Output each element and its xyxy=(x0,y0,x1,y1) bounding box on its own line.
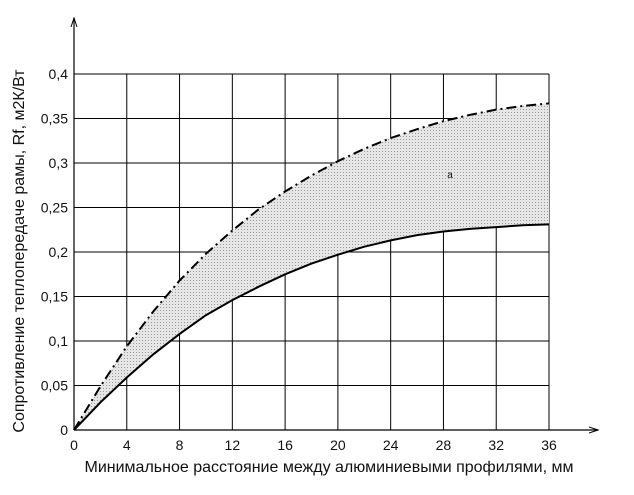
y-axis-label: Сопротивление теплопередаче рамы, Rf, м2… xyxy=(11,69,28,433)
y-tick-label: 0,3 xyxy=(49,155,69,171)
x-tick-labels: 0 4 8 12 16 20 24 28 32 36 xyxy=(70,437,557,453)
y-tick-label: 0,35 xyxy=(41,111,68,127)
y-tick-label: 0,05 xyxy=(41,378,68,394)
y-tick-label: 0,15 xyxy=(41,289,68,305)
x-tick-label: 36 xyxy=(541,437,557,453)
x-tick-label: 12 xyxy=(225,437,241,453)
series-upper-line xyxy=(73,102,550,431)
x-tick-label: 4 xyxy=(123,437,131,453)
shaded-band xyxy=(74,103,549,431)
x-tick-label: 32 xyxy=(488,437,504,453)
series-layer xyxy=(73,102,550,431)
y-tick-label: 0,2 xyxy=(49,244,69,260)
x-tick-label: 20 xyxy=(330,437,346,453)
axes xyxy=(74,18,598,430)
y-tick-label: 0 xyxy=(60,422,68,438)
y-tick-label: 0,1 xyxy=(49,333,69,349)
x-tick-label: 16 xyxy=(277,437,293,453)
x-tick-label: 28 xyxy=(436,437,452,453)
x-tick-label: 8 xyxy=(176,437,184,453)
y-tick-label: 0,4 xyxy=(49,66,69,82)
annotation-label: a xyxy=(447,170,453,181)
x-tick-label: 0 xyxy=(70,437,78,453)
series-lower-line xyxy=(73,223,550,431)
y-tick-label: 0,25 xyxy=(41,200,68,216)
y-tick-labels: 0 0,05 0,1 0,15 0,2 0,25 0,3 0,35 0,4 xyxy=(41,66,68,438)
x-axis-label: Минимальное расстояние между алюминиевым… xyxy=(85,459,574,476)
annotations: a xyxy=(447,170,453,181)
x-tick-label: 24 xyxy=(383,437,399,453)
